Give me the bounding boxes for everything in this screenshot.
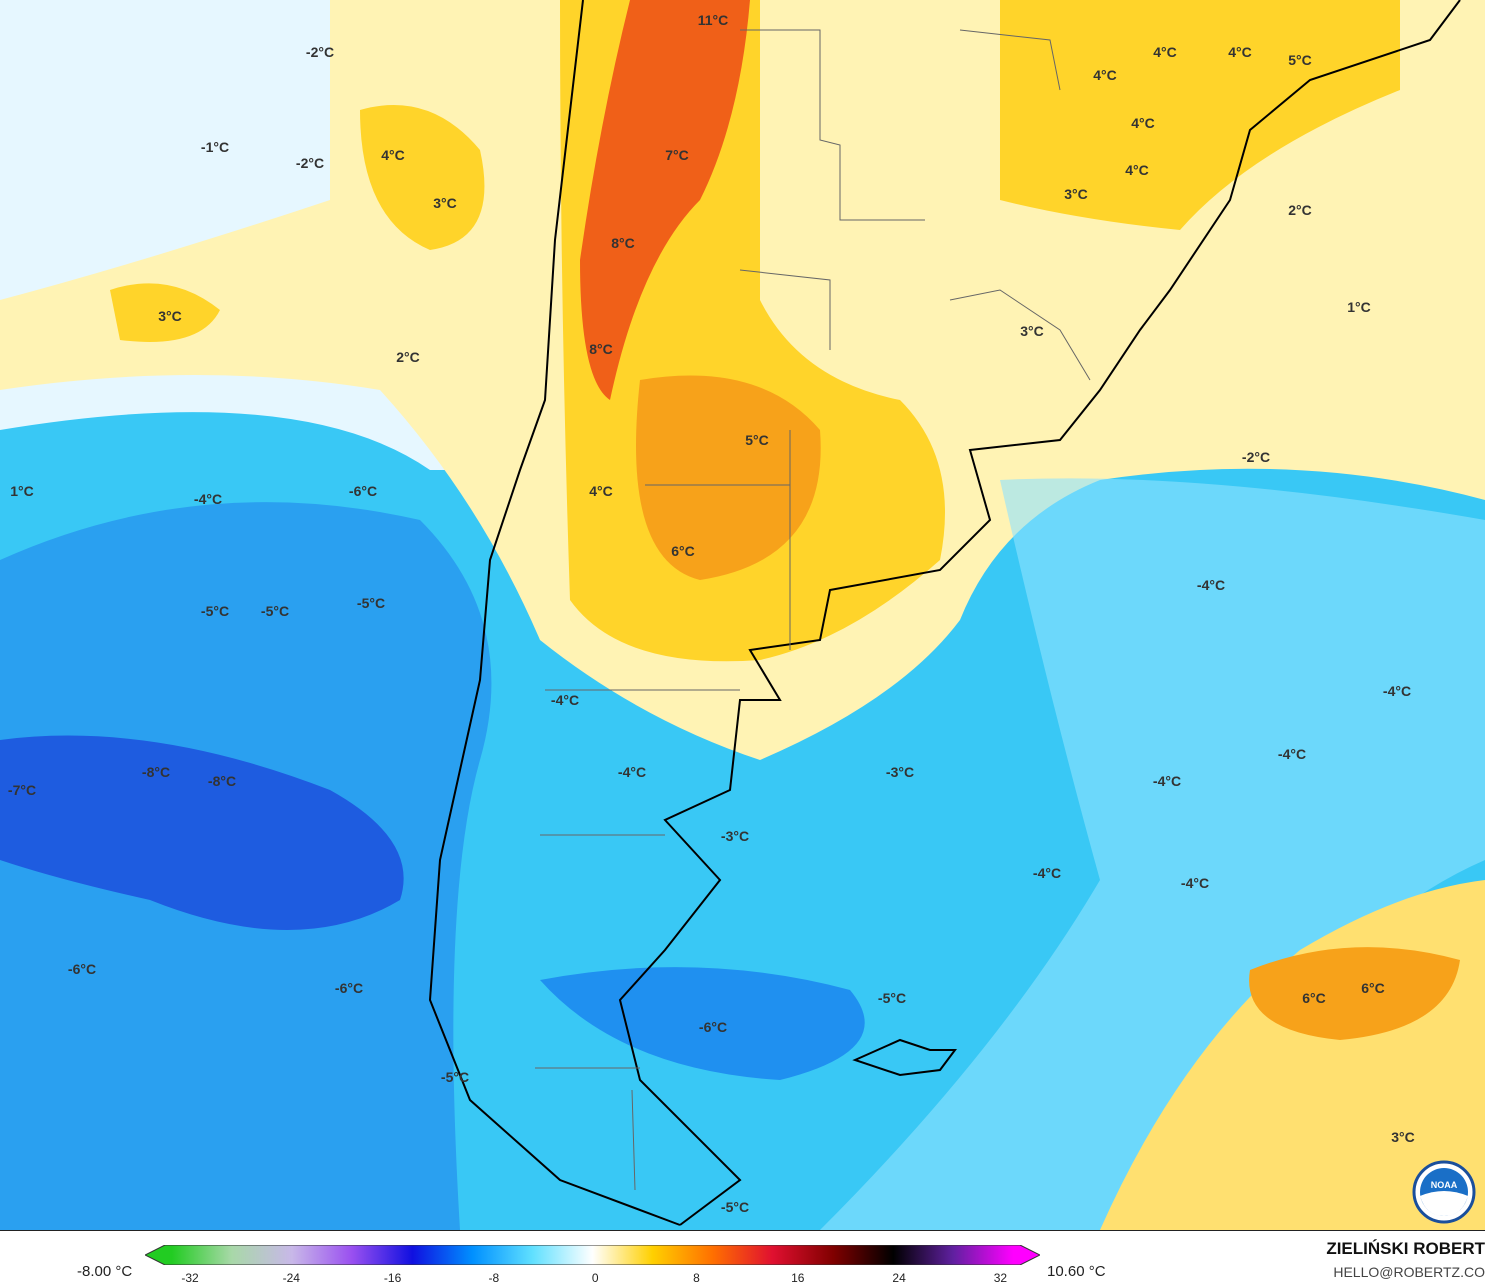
- temperature-label: 4°C: [1228, 44, 1252, 60]
- temperature-label: 2°C: [396, 349, 420, 365]
- colorbar-tick-label: -16: [383, 1271, 402, 1285]
- temperature-label: 11°C: [697, 12, 729, 28]
- temperature-label: -4°C: [1196, 577, 1226, 593]
- temperature-label: 7°C: [665, 147, 689, 163]
- temperature-label: -5°C: [720, 1199, 750, 1215]
- temperature-label: -3°C: [720, 828, 750, 844]
- deep-blue-region: [0, 735, 404, 930]
- yellow-blob-ocean: [360, 105, 485, 250]
- temperature-label: 6°C: [1361, 980, 1385, 996]
- temperature-label: -4°C: [550, 692, 580, 708]
- yellow-blob-ocean-2: [110, 283, 220, 342]
- temperature-label: -2°C: [295, 155, 325, 171]
- blue-region-south: [540, 967, 865, 1080]
- temperature-label: 6°C: [671, 543, 695, 559]
- orange-region-southeast: [1249, 947, 1460, 1040]
- light-region-east: [820, 478, 1485, 1230]
- colorbar: [145, 1245, 1040, 1265]
- temperature-label: 5°C: [745, 432, 769, 448]
- colorbar-tick-label: -32: [181, 1271, 199, 1285]
- temperature-label: 3°C: [1064, 186, 1088, 202]
- falkland-islands: [852, 1038, 957, 1077]
- temperature-label: 3°C: [433, 195, 457, 211]
- svg-text:NOAA: NOAA: [1431, 1180, 1458, 1190]
- temperature-label: -6°C: [698, 1019, 728, 1035]
- temperature-label: 4°C: [1131, 115, 1155, 131]
- temperature-label: -2°C: [305, 44, 335, 60]
- temperature-label: 4°C: [1125, 162, 1149, 178]
- colorbar-tick-label: 32: [993, 1271, 1008, 1285]
- colorbar-tick-label: -24: [282, 1271, 300, 1285]
- temperature-label: -4°C: [1032, 865, 1062, 881]
- temperature-label: 1°C: [10, 483, 34, 499]
- legend-max-value: 10.60 °C: [1047, 1263, 1106, 1280]
- temperature-label: -5°C: [356, 595, 386, 611]
- temperature-label: -6°C: [348, 483, 378, 499]
- temperature-label: -2°C: [1241, 449, 1271, 465]
- temperature-label: -5°C: [440, 1069, 470, 1085]
- temperature-label: -7°C: [7, 782, 37, 798]
- noaa-logo: NOAA: [1412, 1160, 1476, 1224]
- colorbar-tick-label: 24: [892, 1271, 906, 1285]
- red-region-andes: [580, 0, 750, 400]
- temperature-label: 6°C: [1302, 990, 1326, 1006]
- temperature-label: 4°C: [589, 483, 613, 499]
- temperature-label: 3°C: [1020, 323, 1044, 339]
- temperature-label: 5°C: [1288, 52, 1312, 68]
- temperature-label: -5°C: [260, 603, 290, 619]
- legend-min-value: -8.00 °C: [77, 1263, 133, 1280]
- colorbar-tick-label: 8: [693, 1271, 700, 1285]
- temperature-label: -6°C: [334, 980, 364, 996]
- temperature-label: -4°C: [1152, 773, 1182, 789]
- temperature-label: 3°C: [1391, 1129, 1415, 1145]
- temperature-label: -4°C: [1382, 683, 1412, 699]
- temperature-label: 4°C: [381, 147, 405, 163]
- colorbar-tick-label: 16: [791, 1271, 805, 1285]
- temperature-label: -8°C: [207, 773, 237, 789]
- temperature-label: -8°C: [141, 764, 171, 780]
- author-email[interactable]: HELLO@ROBERTZ.CO: [1333, 1264, 1485, 1280]
- temperature-label: -5°C: [877, 990, 907, 1006]
- temperature-label: -4°C: [1277, 746, 1307, 762]
- temperature-label: -4°C: [193, 491, 223, 507]
- orange-region-land: [636, 375, 821, 580]
- colorbar-tick-label: -8: [488, 1271, 500, 1285]
- temperature-label: 2°C: [1288, 202, 1312, 218]
- legend-footer: -8.00 °C -32 -24 -16 -8 0 8 16 24 32 10.60 °C ZI…: [0, 1230, 1485, 1288]
- coastline: [428, 0, 1461, 1226]
- temperature-label: -6°C: [67, 961, 97, 977]
- colorbar-tick-label: 0: [591, 1271, 599, 1285]
- temperature-anomaly-map: [0, 0, 1485, 1230]
- temperature-label: 4°C: [1093, 67, 1117, 83]
- temperature-label: 4°C: [1153, 44, 1177, 60]
- temperature-label: 8°C: [611, 235, 635, 251]
- author-credit: ZIELIŃSKI ROBERT: [1326, 1239, 1485, 1258]
- temperature-label: -4°C: [1180, 875, 1210, 891]
- temperature-label: 1°C: [1347, 299, 1371, 315]
- temperature-label: -1°C: [200, 139, 230, 155]
- temperature-label: 3°C: [158, 308, 182, 324]
- temperature-label: 8°C: [589, 341, 613, 357]
- borders: [535, 29, 1091, 1191]
- temperature-label: -3°C: [885, 764, 915, 780]
- temperature-label: -5°C: [200, 603, 230, 619]
- yellow-region-northeast: [1000, 0, 1400, 230]
- temperature-label: -4°C: [617, 764, 647, 780]
